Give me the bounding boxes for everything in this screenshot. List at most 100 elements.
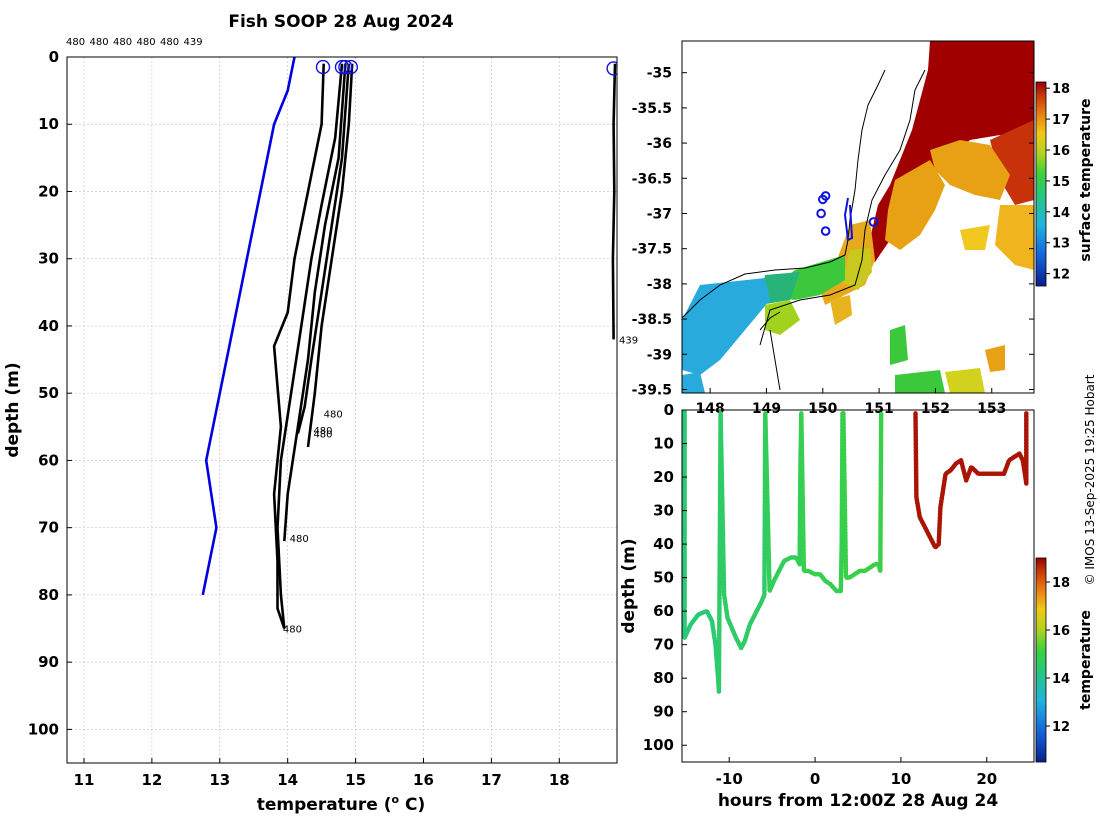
profiles-xtick-label: 13 bbox=[209, 771, 230, 789]
section-colorbar bbox=[1035, 557, 1047, 763]
profiles-ytick-label: 50 bbox=[38, 384, 59, 402]
profiles-top-label: 480 bbox=[137, 37, 156, 48]
profiles-axes-frame bbox=[66, 56, 618, 764]
section-tracks bbox=[682, 410, 1029, 694]
sst-patch-orange-2 bbox=[885, 160, 945, 250]
profiles-xtick-label: 14 bbox=[277, 771, 298, 789]
map-colorbar-tick-label: 17 bbox=[1052, 113, 1070, 128]
section-ytick-label: 100 bbox=[643, 736, 674, 754]
section-colorbar-tick-label: 14 bbox=[1052, 672, 1070, 687]
section-xtick-label: 0 bbox=[810, 770, 820, 788]
section-colorbar-ticks: 12 14 16 18 bbox=[1046, 576, 1070, 735]
section-ytick-label: 20 bbox=[653, 468, 674, 486]
map-xtick-label: 149 bbox=[752, 401, 781, 417]
section-ytick-label: 40 bbox=[653, 535, 674, 553]
section-xtick-label: 10 bbox=[890, 770, 911, 788]
map-frame bbox=[681, 40, 1035, 394]
section-xtick-label: -10 bbox=[716, 770, 743, 788]
profiles-ytick-label: 0 bbox=[49, 48, 59, 66]
map-ytick-label: -35.5 bbox=[632, 101, 672, 117]
bathymetry-contour-2 bbox=[769, 329, 781, 391]
sst-patch-orange-4 bbox=[985, 345, 1005, 372]
profiles-top-label: 480 bbox=[113, 37, 132, 48]
sst-patch-cyan bbox=[682, 278, 770, 375]
map-colorbar bbox=[1035, 81, 1047, 287]
section-dive-track bbox=[716, 411, 768, 694]
profiles-xtick-label: 18 bbox=[549, 771, 570, 789]
section-ytick-label: 70 bbox=[653, 636, 674, 654]
section-ytick-label: 30 bbox=[653, 502, 674, 520]
map-xtick-label: 150 bbox=[808, 401, 837, 417]
map-colorbar-tick-label: 12 bbox=[1052, 268, 1070, 283]
section-ytick-label: 90 bbox=[653, 703, 674, 721]
section-ytick-label: 50 bbox=[653, 569, 674, 587]
sst-patch-cyan-2 bbox=[682, 372, 705, 393]
profile-line-profile-6 bbox=[611, 63, 617, 340]
profiles-ytick-label: 90 bbox=[38, 653, 59, 671]
section-colorbar-tick-label: 16 bbox=[1052, 624, 1070, 639]
sst-patch-green-2 bbox=[890, 325, 908, 365]
profile-surface-marker bbox=[338, 59, 353, 75]
profiles-ticks: 11 12 13 14 15 16 17 18 0 10 20 30 40 50 60 70 80 90 100 bbox=[28, 48, 570, 789]
section-colorbar-label: temperature bbox=[1078, 610, 1094, 710]
profiles-top-label: 480 bbox=[160, 37, 179, 48]
profile-end-label: 480 bbox=[324, 409, 343, 420]
profile-end-label: 439 bbox=[619, 335, 638, 346]
sst-patch-teal bbox=[760, 272, 800, 305]
map-ytick-label: -36.5 bbox=[632, 171, 672, 187]
map-track-marker bbox=[816, 208, 826, 219]
section-dive-track bbox=[763, 411, 804, 594]
bathymetry-contour bbox=[759, 69, 926, 346]
profile-line-profile-4 bbox=[296, 63, 351, 434]
section-ytick-label: 10 bbox=[653, 435, 674, 453]
profile-line-profile-3 bbox=[283, 63, 347, 542]
profile-end-label: 480 bbox=[290, 534, 309, 545]
map-colorbar-label: surface temperature bbox=[1078, 98, 1094, 261]
section-xlabel: hours from 12:00Z 28 Aug 24 bbox=[718, 791, 999, 811]
map-ytick-label: -38 bbox=[647, 277, 672, 293]
section-ticks: -10 0 10 20 0 10 20 30 40 50 60 70 80 90 100 bbox=[643, 401, 998, 788]
map-colorbar-tick-label: 13 bbox=[1052, 237, 1070, 252]
profiles-xlabel-unit: C) bbox=[399, 795, 425, 815]
section-colorbar-tick-label: 12 bbox=[1052, 720, 1070, 735]
section-xtick-label: 20 bbox=[976, 770, 997, 788]
profiles-ytick-label: 40 bbox=[38, 317, 59, 335]
profile-line-profile-2 bbox=[276, 63, 344, 629]
section-ylabel: depth (m) bbox=[619, 538, 639, 633]
map-ytick-label: -37 bbox=[647, 206, 672, 222]
profile-surface-marker bbox=[315, 59, 331, 75]
sst-patch-orange-1 bbox=[930, 140, 1010, 200]
profiles-ytick-label: 70 bbox=[38, 519, 59, 537]
map-markers bbox=[816, 191, 879, 236]
profile-line-profile-1 bbox=[272, 63, 325, 629]
sst-map bbox=[682, 41, 1034, 393]
profile-surface-marker bbox=[334, 59, 350, 75]
map-track-marker bbox=[868, 217, 879, 227]
map-xtick-label: 151 bbox=[865, 401, 894, 417]
map-ytick-label: -38.5 bbox=[632, 312, 672, 328]
profiles-ytick-label: 30 bbox=[38, 250, 59, 268]
map-ytick-label: -39.5 bbox=[632, 382, 672, 398]
profiles-ylabel: depth (m) bbox=[3, 362, 23, 457]
sst-patch-yellow bbox=[960, 225, 990, 250]
profiles-xlabel: temperature (o C) bbox=[257, 793, 426, 815]
profiles-xtick-label: 11 bbox=[74, 771, 95, 789]
profile-line-climatology bbox=[201, 57, 296, 596]
profiles-ytick-label: 10 bbox=[38, 115, 59, 133]
profiles-xtick-label: 12 bbox=[141, 771, 162, 789]
sst-patch-yellow-green bbox=[842, 248, 872, 290]
map-ticks: -35 -35.5 -36 -36.5 -37 -37.5 -38 -38.5 -39 -39.5… bbox=[632, 66, 1034, 417]
sst-patch-orange-3 bbox=[995, 205, 1034, 270]
map-xtick-label: 153 bbox=[977, 401, 1006, 417]
profiles-top-label: 439 bbox=[184, 37, 203, 48]
profile-line-profile-5 bbox=[306, 63, 354, 448]
map-colorbar-tick-label: 14 bbox=[1052, 206, 1070, 221]
profiles-top-label: 480 bbox=[66, 37, 85, 48]
profiles-ytick-label: 80 bbox=[38, 586, 59, 604]
profiles-ytick-label: 100 bbox=[28, 720, 59, 738]
profile-end-label: 480 bbox=[313, 426, 332, 437]
profiles-top-label: 480 bbox=[90, 37, 109, 48]
section-colorbar-tick-label: 18 bbox=[1052, 576, 1070, 591]
